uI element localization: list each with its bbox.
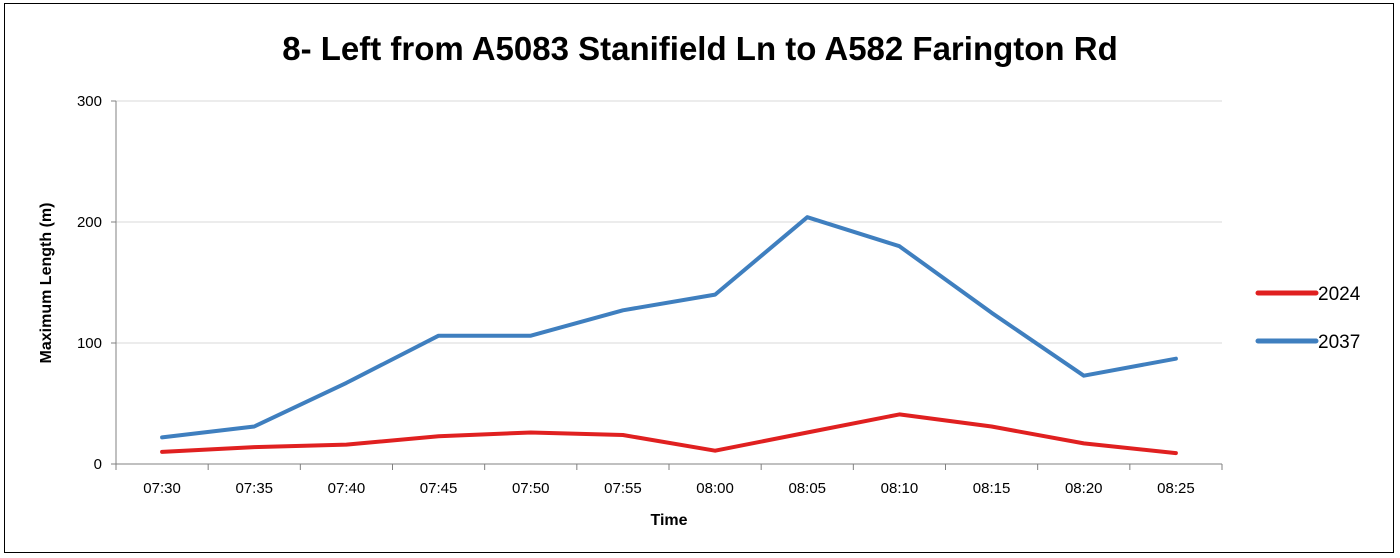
y-axis-title: Maximum Length (m) [38,203,55,364]
legend-label-2037: 2037 [1318,332,1360,353]
series-line-2037 [160,215,1178,440]
x-tick-label: 07:55 [604,480,642,497]
x-tick-label: 08:05 [788,480,826,497]
y-axis-ticks: 0 100 200 300 [77,93,102,473]
chart-frame [4,3,1394,553]
chart-title: 8- Left from A5083 Stanifield Ln to A582… [282,30,1117,67]
x-tick-label: 07:30 [143,480,181,497]
y-tick-label: 100 [77,335,102,352]
series-line-2024 [160,412,1178,456]
x-tick-label: 07:40 [328,480,366,497]
axes [111,100,1223,470]
x-tick-label: 08:25 [1157,480,1195,497]
y-tick-label: 300 [77,93,102,110]
x-axis-title: Time [650,512,687,529]
legend-label-2024: 2024 [1318,284,1361,305]
x-tick-label: 07:50 [512,480,550,497]
legend: 2024 2037 [1255,284,1361,353]
y-tick-label: 0 [94,456,102,473]
x-tick-label: 08:00 [696,480,734,497]
x-tick-label: 07:35 [235,480,273,497]
y-tick-label: 200 [77,214,102,231]
x-tick-label: 08:15 [973,480,1011,497]
x-tick-label: 08:10 [881,480,919,497]
x-tick-label: 08:20 [1065,480,1103,497]
x-axis-ticks: 07:30 07:35 07:40 07:45 07:50 07:55 08:00 08:05… [143,480,1194,497]
x-tick-label: 07:45 [420,480,458,497]
gridlines [116,100,1222,344]
series-lines [160,215,1178,456]
